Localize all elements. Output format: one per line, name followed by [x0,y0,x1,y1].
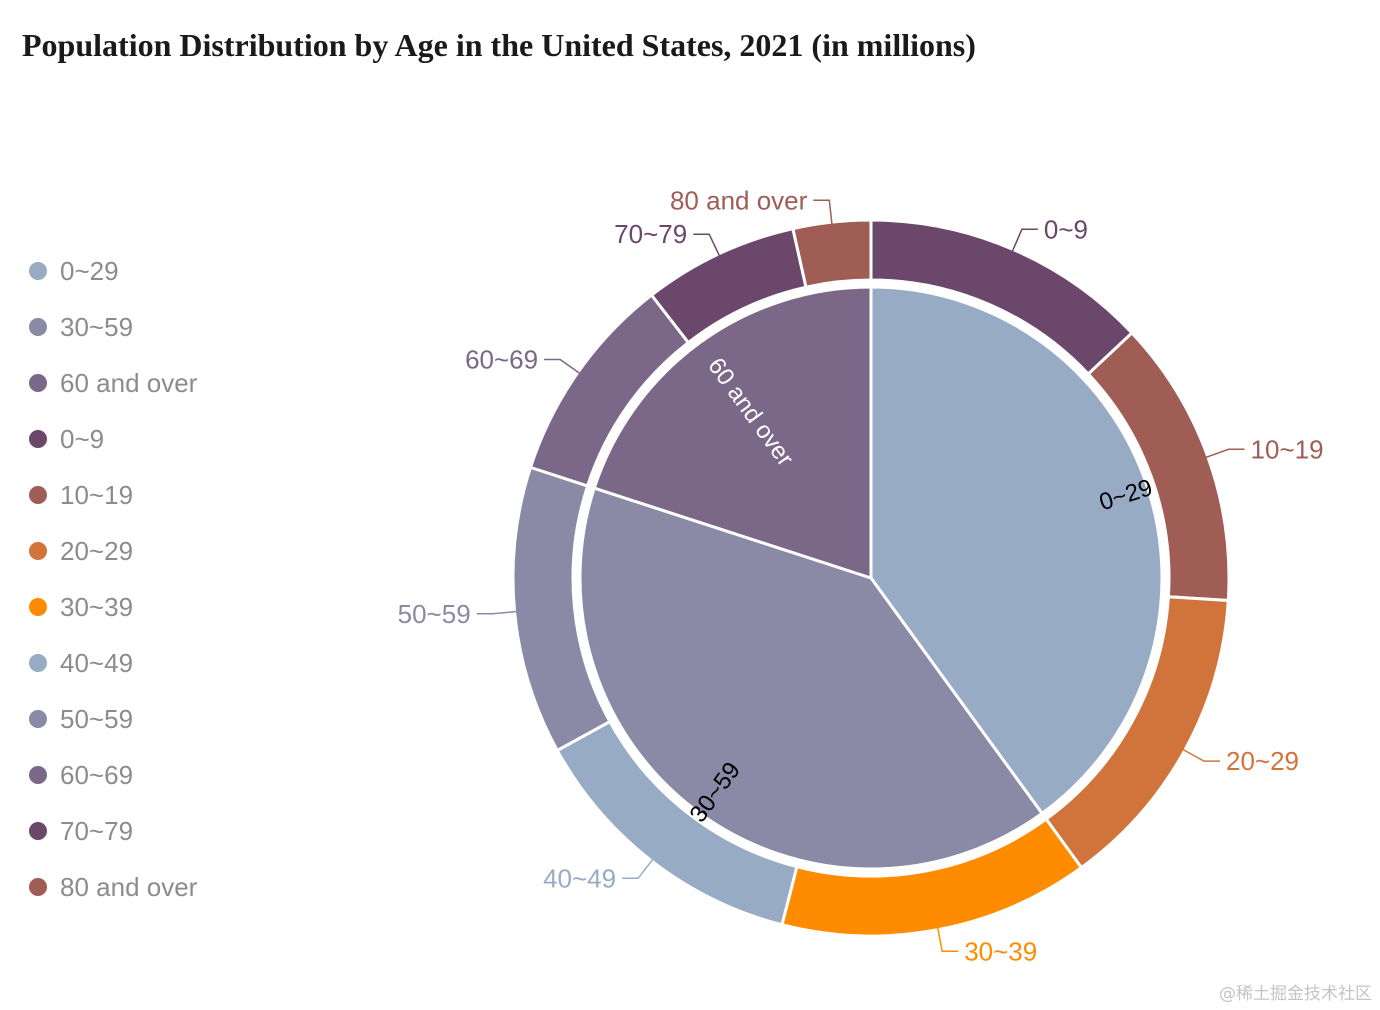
outer-label-50-59: 50~59 [398,599,471,629]
leader-line-70-79 [693,233,723,262]
leader-line-0-9 [1009,228,1038,258]
legend-label-80-and-over: 80 and over [60,872,198,902]
inner-slice-30-59 [578,486,1044,871]
outer-label-80-and-over: 80 and over [670,185,808,215]
leader-line-50-59 [476,610,523,615]
outer-label-0-9: 0~9 [1044,214,1088,244]
leader-line-30-39 [935,921,959,953]
legend-marker-20-29 [29,542,47,560]
legend-label-0-9: 0~9 [60,424,104,454]
legend-label-60-and-over: 60 and over [60,368,198,398]
legend-label-30-39: 30~39 [60,592,133,622]
outer-label-20-29: 20~29 [1226,746,1299,776]
legend-label-10-19: 10~19 [60,480,133,510]
chart-title: Population Distribution by Age in the Un… [22,27,976,63]
legend-marker-50-59 [29,710,47,728]
legend-label-50-59: 50~59 [60,704,133,734]
outer-slice-80-and-over [791,218,873,289]
legend-marker-0-9 [29,430,47,448]
legend-label-0-29: 0~29 [60,256,119,286]
leader-line-10-19 [1200,448,1245,461]
legend-label-30-59: 30~59 [60,312,133,342]
legend-label-70-79: 70~79 [60,816,133,846]
legend-marker-0-29 [29,262,47,280]
inner-slice-60-and-over [592,285,873,580]
outer-label-10-19: 10~19 [1251,434,1324,464]
outer-label-40-49: 40~49 [543,863,616,893]
leader-line-20-29 [1177,745,1220,762]
leader-line-80-and-over [813,199,834,231]
leader-line-60-69 [544,358,586,378]
legend-marker-70-79 [29,822,47,840]
outer-label-70-79: 70~79 [614,219,687,249]
legend-label-60-69: 60~69 [60,760,133,790]
legend-label-40-49: 40~49 [60,648,133,678]
inner-slice-0-29 [869,285,1164,815]
outer-label-60-69: 60~69 [465,344,538,374]
leader-line-40-49 [622,854,658,880]
legend-marker-30-59 [29,318,47,336]
legend-marker-30-39 [29,598,47,616]
legend-marker-80-and-over [29,878,47,896]
outer-label-30-39: 30~39 [964,936,1037,966]
legend-marker-10-19 [29,486,47,504]
legend-marker-40-49 [29,654,47,672]
legend-marker-60-69 [29,766,47,784]
watermark: @稀土掘金技术社区 [1219,984,1372,1004]
legend-label-20-29: 20~29 [60,536,133,566]
legend-marker-60-and-over [29,374,47,392]
